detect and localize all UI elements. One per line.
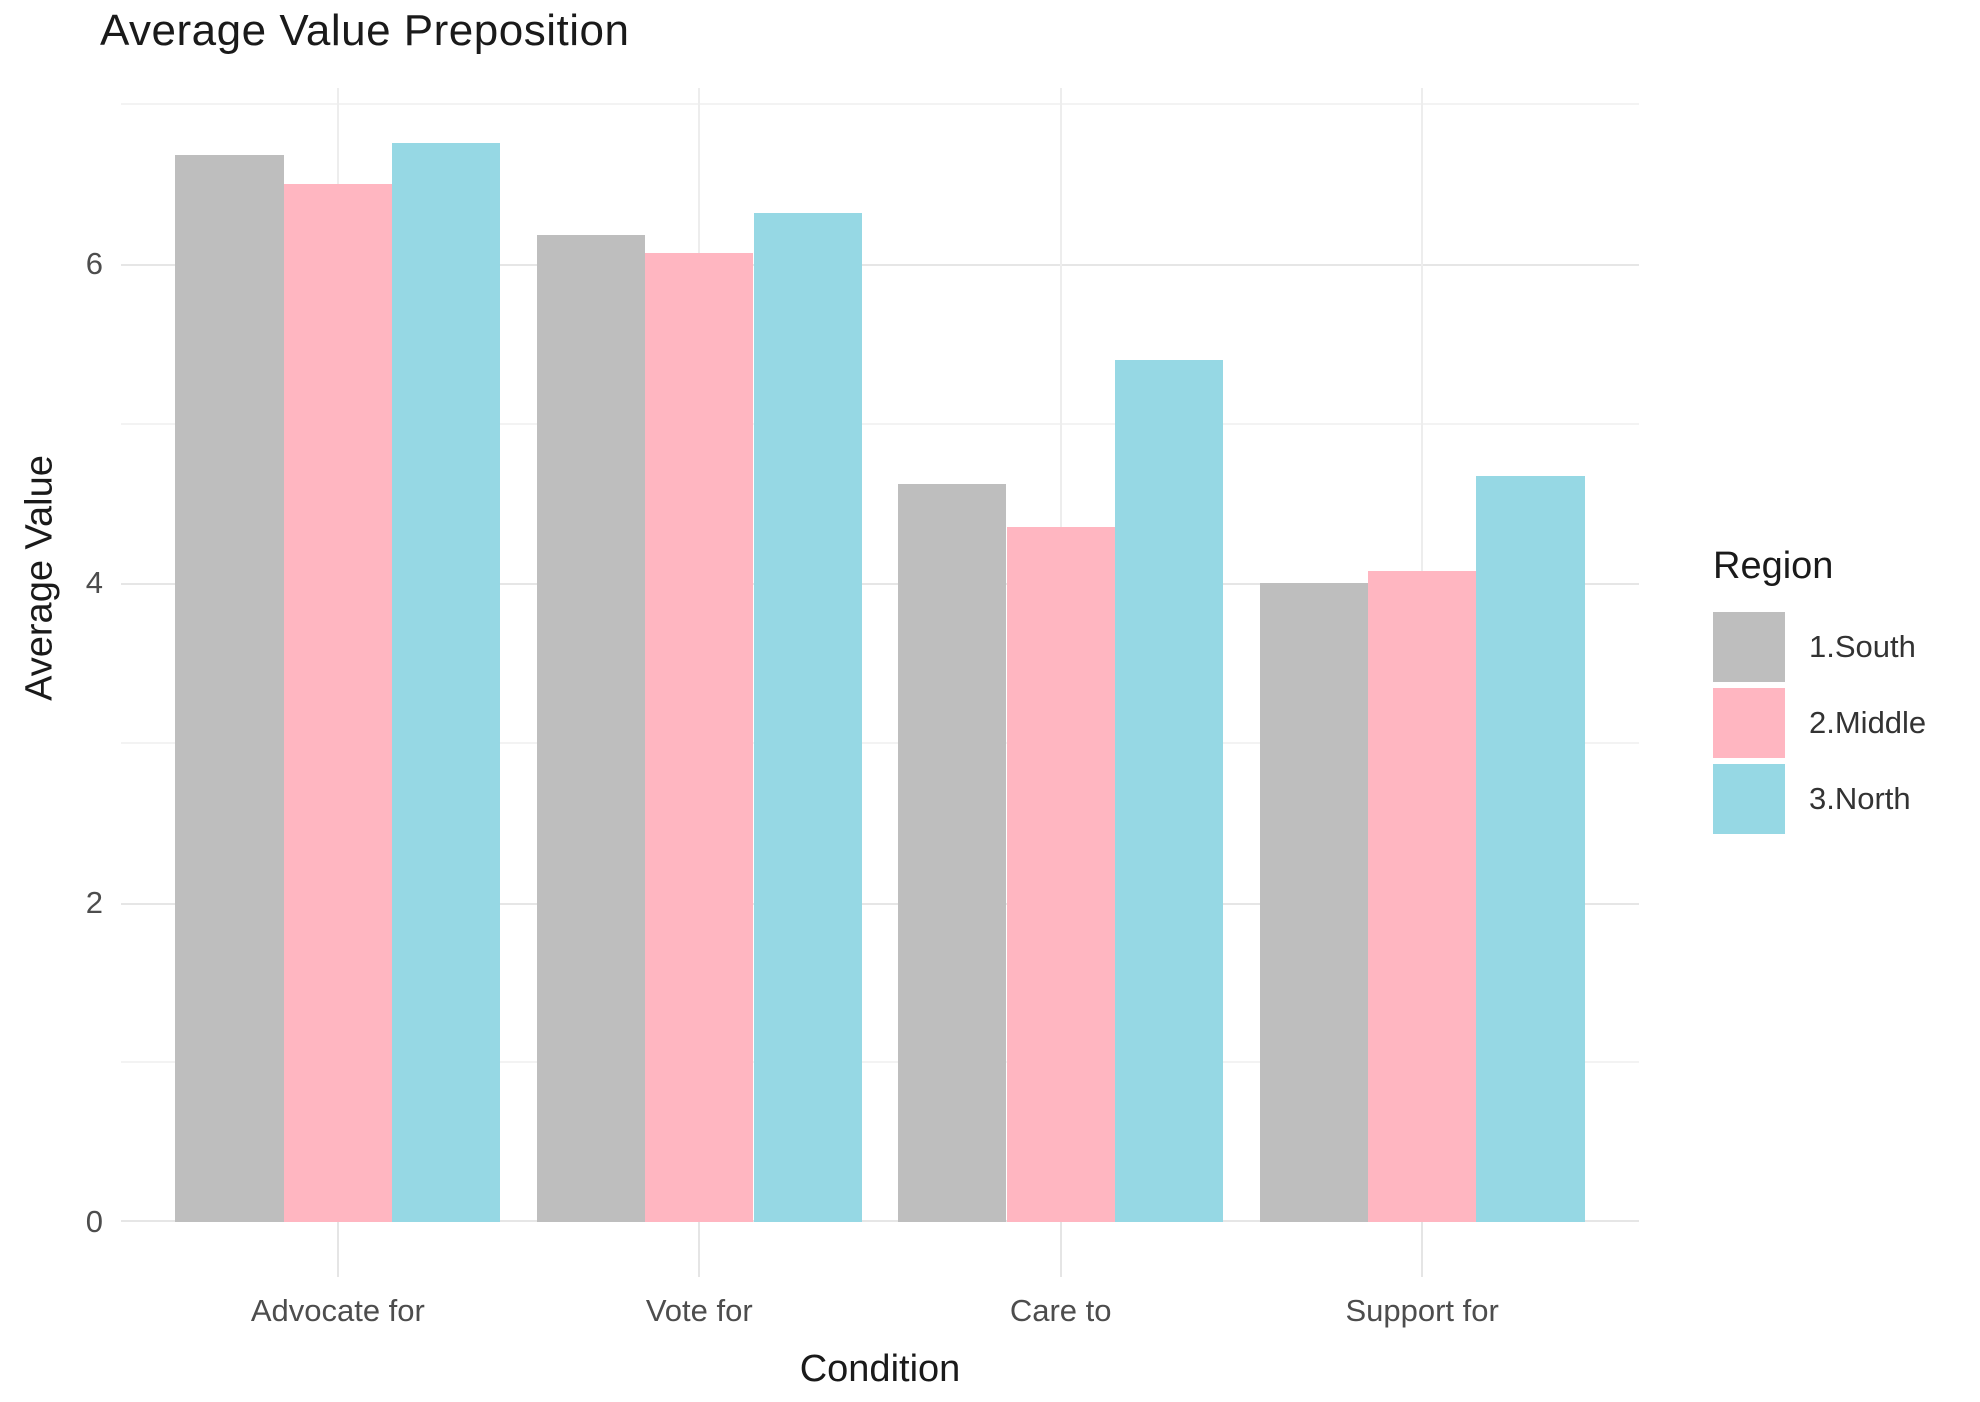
legend-item-label: 1.South <box>1809 629 1916 664</box>
gridline-major-y0 <box>121 1220 1639 1222</box>
legend-swatch <box>1713 764 1785 834</box>
legend-swatch <box>1713 688 1785 758</box>
bar-1-South-3 <box>1259 583 1368 1222</box>
x-axis-tick-2 <box>1059 1222 1062 1277</box>
gridline-minor-y5 <box>121 422 1639 425</box>
y-axis-title: Average Value <box>18 455 61 701</box>
y-tick-label-0: 0 <box>85 1204 103 1239</box>
legend-title: Region <box>1713 545 1834 587</box>
bar-2-Middle-3 <box>1367 570 1477 1222</box>
legend-item-label: 3.North <box>1809 781 1911 816</box>
x-tick-label-0: Advocate for <box>250 1293 425 1328</box>
x-axis-tick-1 <box>698 1222 701 1277</box>
bar-3-North-1 <box>753 212 862 1222</box>
gridline-minor-y7 <box>121 103 1639 106</box>
x-axis-tick-0 <box>336 1222 339 1277</box>
gridline-minor-y1 <box>121 1061 1639 1064</box>
bar-2-Middle-0 <box>283 184 393 1222</box>
legend-items: 1.South 2.Middle 3.North <box>1713 612 1973 834</box>
legend-swatch <box>1713 612 1785 682</box>
bar-3-North-0 <box>392 142 501 1222</box>
bar-1-South-2 <box>898 484 1007 1222</box>
x-axis-tick-3 <box>1421 1222 1424 1277</box>
chart-title: Average Value Preposition <box>100 6 630 55</box>
gridline-minor-y3 <box>121 742 1639 744</box>
y-tick-label-4: 4 <box>85 565 103 601</box>
x-tick-label-2: Care to <box>1009 1293 1112 1328</box>
gridline-major-y2 <box>121 902 1639 905</box>
bar-1-South-0 <box>175 155 284 1222</box>
legend-item-label: 2.Middle <box>1809 705 1927 740</box>
legend-item-3-North: 3.North <box>1713 764 1973 834</box>
plot-panel <box>121 88 1639 1222</box>
x-axis-title: Condition <box>799 1348 961 1390</box>
bar-3-North-3 <box>1476 476 1585 1222</box>
legend: Region 1.South 2.Middle 3.North <box>1713 545 1973 840</box>
bar-2-Middle-1 <box>645 252 754 1222</box>
x-tick-label-3: Support for <box>1345 1293 1499 1328</box>
legend-item-2-Middle: 2.Middle <box>1713 688 1973 758</box>
x-tick-label-1: Vote for <box>645 1293 753 1328</box>
gridline-major-y6 <box>121 264 1639 266</box>
bar-1-South-1 <box>536 235 646 1222</box>
legend-item-1-South: 1.South <box>1713 612 1973 682</box>
y-tick-label-2: 2 <box>85 884 103 920</box>
bar-3-North-2 <box>1114 359 1224 1222</box>
gridline-major-y4 <box>121 583 1639 586</box>
bar-2-Middle-2 <box>1006 527 1115 1222</box>
y-tick-label-6: 6 <box>85 246 103 281</box>
